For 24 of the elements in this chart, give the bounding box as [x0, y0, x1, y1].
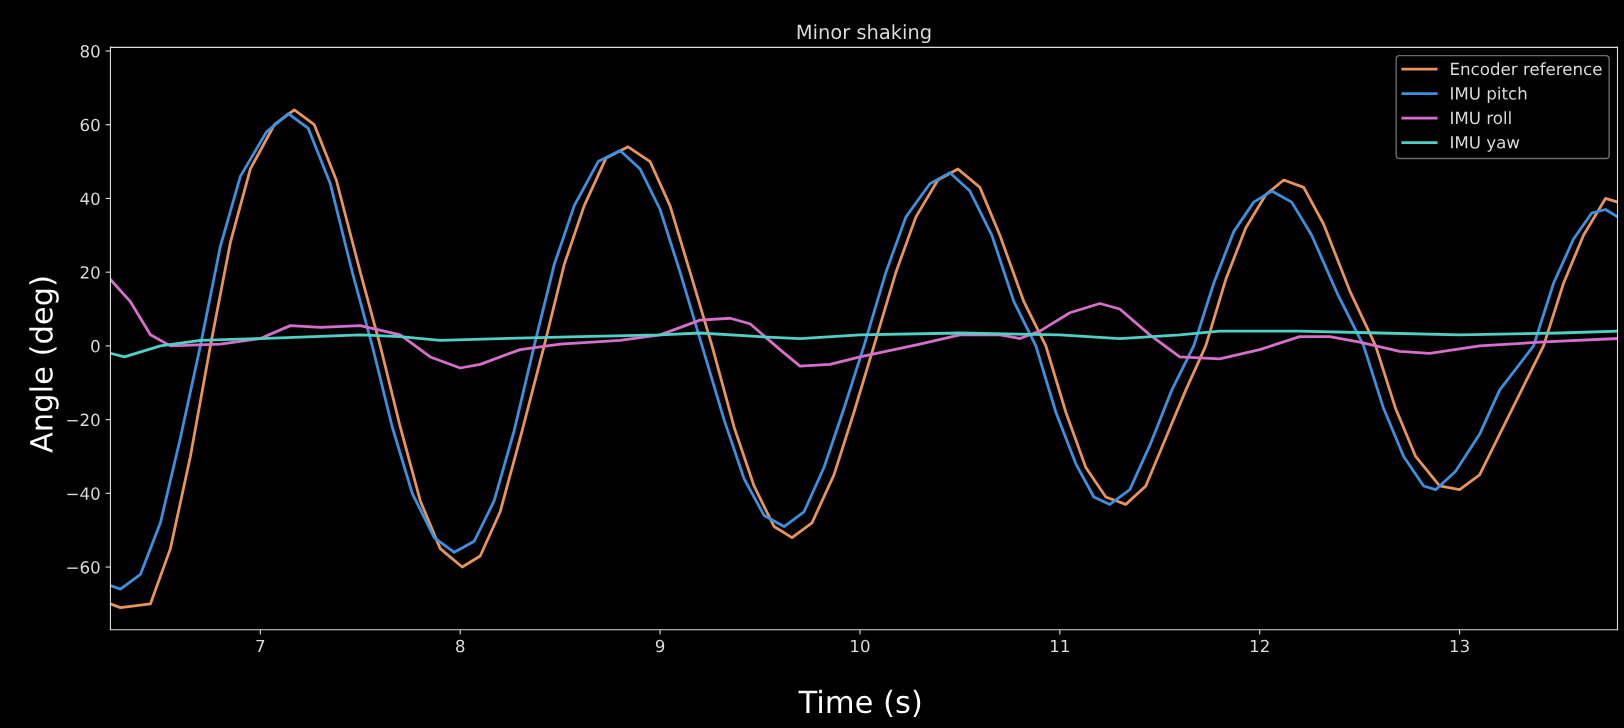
- y-tick-label: 80: [80, 44, 100, 58]
- line-series: [110, 278, 1618, 370]
- y-tick-label: −20: [67, 413, 100, 427]
- x-tick-label: 12: [1250, 639, 1269, 653]
- y-tick-label: −60: [67, 561, 100, 574]
- x-tick-label: 10: [851, 639, 870, 653]
- legend-label: IMU pitch: [1451, 86, 1527, 103]
- y-axis-title: Angle (deg): [29, 277, 59, 453]
- legend-label: Encoder reference: [1451, 62, 1602, 76]
- x-tick-label: 8: [456, 639, 465, 653]
- x-axis-title: Time (s): [798, 689, 921, 717]
- legend-label: IMU roll: [1451, 111, 1511, 125]
- y-tick-label: 40: [80, 192, 100, 206]
- chart-title: Minor shaking: [797, 24, 931, 44]
- y-tick-label: 20: [80, 266, 100, 279]
- y-tick-label: −40: [67, 487, 100, 500]
- y-tick-label: 60: [80, 118, 100, 132]
- x-tick-label: 9: [655, 639, 665, 653]
- x-tick-label: 7: [256, 639, 265, 653]
- x-tick-label: 11: [1051, 639, 1069, 653]
- x-tick-label: 13: [1450, 639, 1469, 653]
- y-tick-label: 0: [91, 339, 100, 353]
- line-series: [110, 329, 1618, 359]
- legend-label: IMU yaw: [1451, 136, 1520, 152]
